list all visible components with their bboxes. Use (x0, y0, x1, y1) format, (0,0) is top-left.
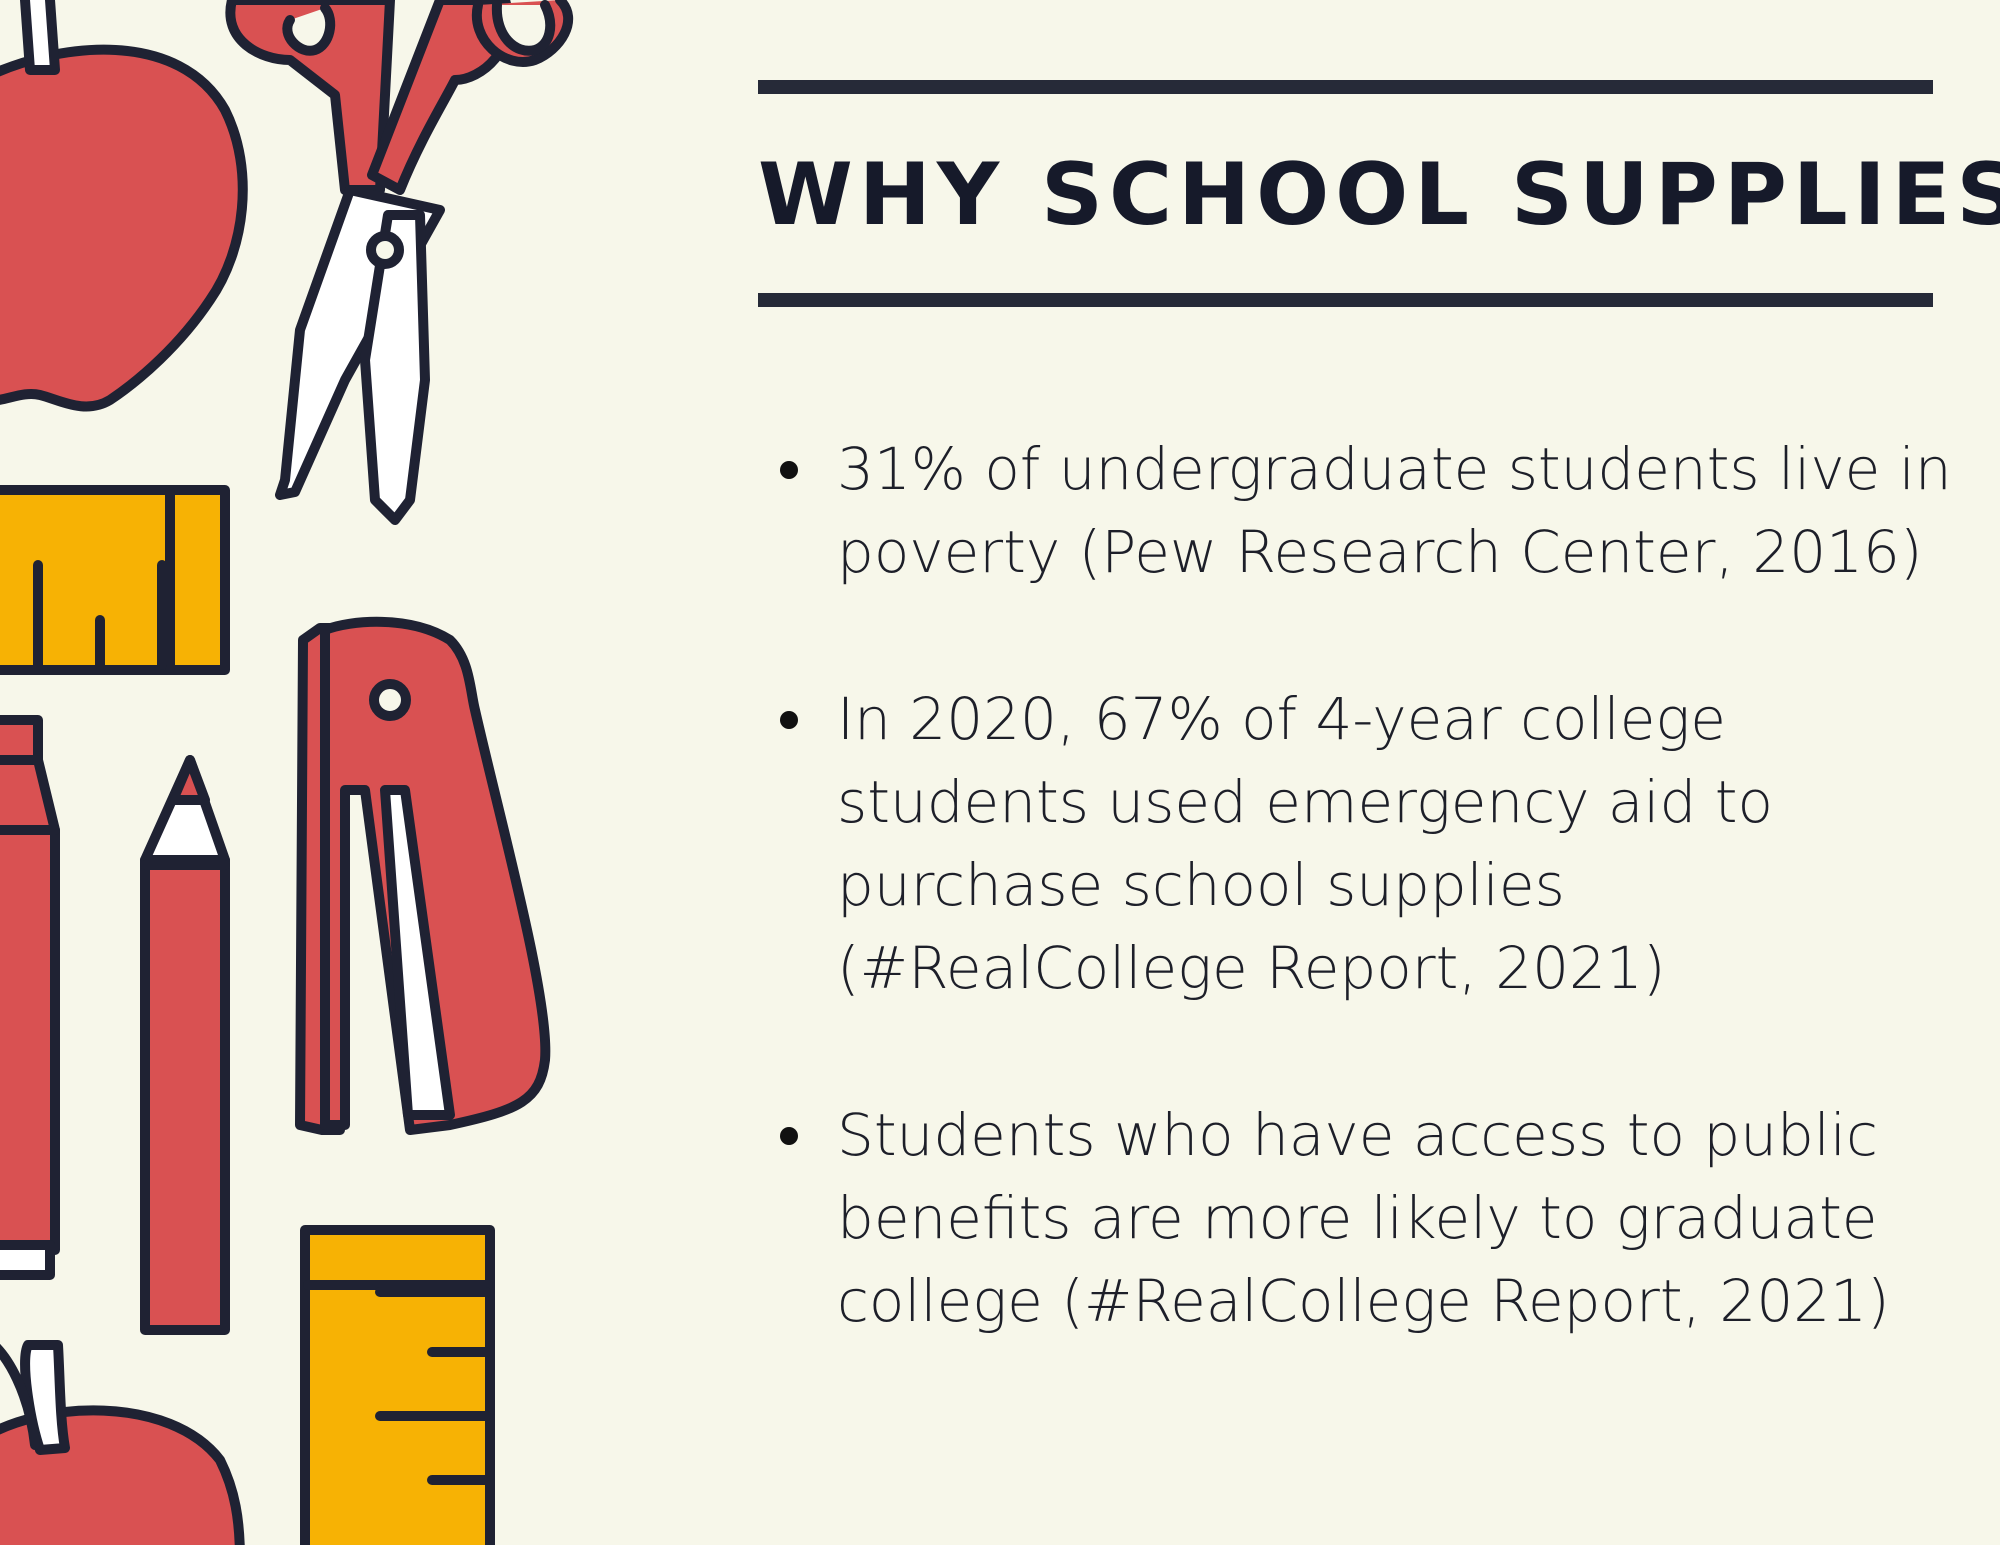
bullet-text-line: 31% of undergraduate students live in (837, 435, 1952, 503)
bottom-divider (758, 293, 1933, 307)
bullet-text-line: Students who have access to public (837, 1101, 1878, 1169)
marker-icon (0, 715, 60, 1280)
bullet-text-line: students used emergency aid to (837, 768, 1774, 836)
apple-icon (0, 1340, 245, 1545)
bullet-icon (780, 1127, 798, 1145)
bullet-text-line: (#RealCollege Report, 2021) (837, 934, 1666, 1002)
page-title: WHY SCHOOL SUPPLIES? (758, 145, 2000, 245)
ruler-icon (300, 1225, 495, 1545)
bullet-text-line: college (#RealCollege Report, 2021) (837, 1267, 1890, 1335)
pencil-icon (140, 755, 230, 1335)
bullet-text-line: benefits are more likely to graduate (837, 1184, 1878, 1252)
list-item: In 2020, 67% of 4-year college students … (780, 678, 2000, 1010)
stapler-icon (295, 616, 551, 1135)
list-item: Students who have access to public benef… (780, 1094, 2000, 1343)
scissors-icon (225, 0, 574, 525)
bullet-text-line: In 2020, 67% of 4-year college (837, 685, 1726, 753)
bullet-text-line: poverty (Pew Research Center, 2016) (837, 518, 1923, 586)
school-supplies-illustration (0, 0, 574, 1545)
top-divider (758, 80, 1933, 94)
list-item: 31% of undergraduate students live in po… (780, 428, 2000, 594)
ruler-icon (0, 485, 230, 675)
bullet-icon (780, 711, 798, 729)
bullet-text-line: purchase school supplies (837, 851, 1565, 919)
apple-icon (0, 0, 248, 412)
bullet-icon (780, 461, 798, 479)
